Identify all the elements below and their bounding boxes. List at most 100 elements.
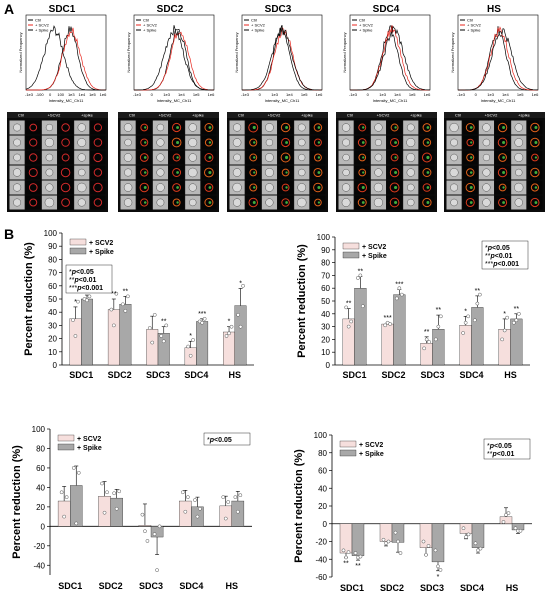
data-point: [514, 318, 519, 323]
cell-nucleus: [394, 141, 398, 144]
significance-mark: **: [424, 329, 430, 336]
cell-fluorescence: [249, 138, 258, 147]
cell-fluorescence: [60, 182, 71, 193]
cell-fluorescence: [140, 138, 149, 147]
cell-fluorescence: [530, 137, 540, 148]
y-tick-label: 100: [44, 229, 58, 238]
cell-brightfield: [233, 153, 241, 162]
cell-fluorescence: [28, 167, 38, 178]
significance-note: **p<0.01: [69, 277, 97, 284]
significance-note-star: **: [487, 451, 493, 458]
significance-note-p: p: [487, 245, 493, 252]
data-point: [436, 564, 440, 569]
significance-note-star: ***: [69, 285, 77, 292]
y-tick-label: 80: [318, 449, 327, 458]
category-label-sdc1: SDC1: [58, 581, 82, 591]
histogram-title: SDC3: [265, 4, 292, 15]
cell-nucleus: [534, 186, 538, 189]
histogram-tick: -100: [36, 92, 45, 97]
category-label-sdc2: SDC2: [99, 581, 123, 591]
y-tick-label: 100: [317, 233, 331, 242]
significance-note: ***p<0.001: [485, 261, 519, 268]
data-point: [109, 307, 114, 312]
micrograph-header-bar: [227, 112, 328, 118]
cell-nucleus: [252, 125, 256, 130]
y-tick-label: 60: [48, 282, 57, 291]
data-point: [85, 298, 89, 303]
significance-note-p: p: [489, 443, 495, 450]
histogram-tick: 1e4: [286, 92, 293, 97]
cell-nucleus: [317, 156, 321, 159]
histogram-tick: 0: [367, 92, 370, 97]
bar-spike: [351, 523, 365, 556]
significance-note-p: p: [76, 285, 82, 292]
cell-fluorescence: [61, 123, 70, 132]
histogram-tick: 0: [151, 92, 154, 97]
data-point: [424, 337, 429, 342]
significance-mark: *: [503, 311, 506, 318]
legend-label: Ctrl: [251, 18, 257, 23]
cell-fluorescence: [389, 197, 400, 208]
y-tick-label: -40: [315, 555, 327, 564]
cell-fluorescence: [204, 123, 214, 132]
category-label-hs: HS: [504, 370, 517, 380]
cell-fluorescence: [389, 167, 400, 178]
cell-nucleus: [502, 186, 505, 189]
cell-nucleus: [534, 156, 538, 159]
histogram-tick: 1e3: [379, 92, 386, 97]
data-point: [152, 532, 157, 536]
micrograph-header-bar: [118, 112, 219, 118]
cell-fluorescence: [531, 153, 539, 162]
data-point: [421, 539, 426, 544]
histogram-frame: [25, 14, 107, 91]
cell-brightfield: [482, 153, 491, 162]
micrograph-header: +spike: [81, 113, 93, 118]
category-label-sdc1: SDC1: [342, 370, 366, 380]
data-point: [152, 312, 157, 317]
data-point: [393, 530, 398, 535]
cell-brightfield: [406, 183, 415, 192]
cell-fluorescence: [281, 137, 291, 148]
histogram-curve: [134, 25, 214, 91]
data-point: [117, 489, 122, 494]
cell-fluorescence: [422, 183, 432, 192]
data-point: [341, 548, 346, 553]
category-label-sdc4: SDC4: [459, 370, 483, 380]
data-point: [461, 526, 466, 531]
histogram-ylabel: Normalized Frequency: [18, 32, 23, 72]
data-point: [381, 537, 386, 542]
histogram-curve: [242, 24, 322, 91]
data-point: [200, 320, 205, 325]
y-tick-label: 0: [41, 522, 46, 531]
data-point: [395, 296, 399, 301]
data-point: [241, 283, 245, 288]
cell-brightfield: [77, 198, 86, 207]
histogram-curve: [458, 28, 538, 91]
cell-fluorescence: [93, 138, 103, 147]
cell-brightfield: [297, 197, 307, 208]
cell-nucleus: [361, 185, 365, 190]
data-point: [518, 529, 523, 533]
significance-note-threshold: <0.001: [497, 261, 519, 268]
cell-brightfield: [515, 168, 523, 177]
data-point: [121, 302, 125, 307]
cell-fluorescence: [140, 198, 149, 207]
cell-nucleus: [502, 126, 506, 129]
cell-fluorescence: [530, 167, 540, 178]
micrograph-header: +spike: [410, 113, 422, 118]
cell-brightfield: [514, 198, 523, 207]
significance-legend: [483, 438, 531, 460]
cell-fluorescence: [390, 153, 399, 162]
cell-fluorescence: [93, 198, 103, 207]
cell-brightfield: [342, 138, 351, 147]
significance-note-threshold: <0.05: [76, 269, 94, 276]
cell-brightfield: [297, 123, 306, 132]
data-point: [236, 312, 240, 317]
cell-brightfield: [156, 168, 165, 177]
micrograph-tile: [58, 195, 74, 210]
cell-brightfield: [482, 183, 491, 192]
legend-label: + Spike: [89, 249, 114, 256]
cell-nucleus: [143, 156, 147, 159]
cell-fluorescence: [422, 138, 432, 147]
